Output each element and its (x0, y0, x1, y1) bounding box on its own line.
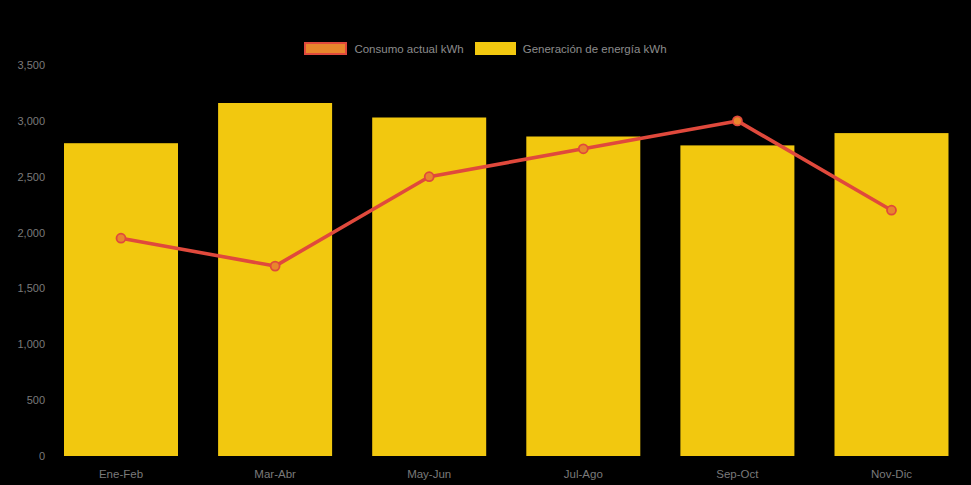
x-axis-category-label: Jul-Ago (564, 468, 603, 480)
line-marker-sep-oct[interactable] (733, 116, 742, 125)
x-axis-category-label: May-Jun (407, 468, 451, 480)
y-axis-tick-label: 2,500 (17, 171, 45, 183)
legend-item-generacion-energia[interactable]: Generación de energía kWh (475, 42, 667, 55)
chart-legend: Consumo actual kWh Generación de energía… (0, 42, 971, 55)
y-axis-tick-label: 1,000 (17, 338, 45, 350)
energy-combo-chart: 0 500 1,000 1,500 2,000 2,500 3,000 3,500 Ene-Fe… (0, 0, 971, 485)
y-axis-tick-label: 3,500 (17, 59, 45, 71)
y-axis-tick-label: 3,000 (17, 115, 45, 127)
y-axis-tick-label: 2,000 (17, 227, 45, 239)
legend-label-generacion-energia: Generación de energía kWh (523, 43, 667, 55)
x-axis-category-label: Nov-Dic (871, 468, 912, 480)
legend-label-consumo-actual: Consumo actual kWh (354, 43, 463, 55)
bar-mar-abr[interactable] (218, 103, 332, 456)
y-axis-tick-label: 0 (39, 450, 45, 462)
chart-canvas: Consumo actual kWh Generación de energía… (0, 0, 971, 485)
legend-swatch-bar-series (475, 42, 516, 55)
y-axis-tick-label: 500 (27, 394, 45, 406)
line-marker-nov-dic[interactable] (887, 206, 896, 215)
bar-sep-oct[interactable] (680, 145, 794, 456)
line-marker-jul-ago[interactable] (579, 144, 588, 153)
line-marker-ene-feb[interactable] (117, 234, 126, 243)
line-marker-mar-abr[interactable] (271, 262, 280, 271)
legend-item-consumo-actual[interactable]: Consumo actual kWh (304, 42, 463, 55)
bar-nov-dic[interactable] (835, 133, 949, 456)
y-axis-tick-label: 1,500 (17, 282, 45, 294)
x-axis-category-label: Mar-Abr (254, 468, 296, 480)
x-axis-category-label: Sep-Oct (716, 468, 759, 480)
bar-ene-feb[interactable] (64, 143, 178, 456)
bar-jul-ago[interactable] (526, 137, 640, 457)
legend-swatch-line-series (304, 42, 347, 55)
line-marker-may-jun[interactable] (425, 172, 434, 181)
x-axis-category-label: Ene-Feb (99, 468, 143, 480)
